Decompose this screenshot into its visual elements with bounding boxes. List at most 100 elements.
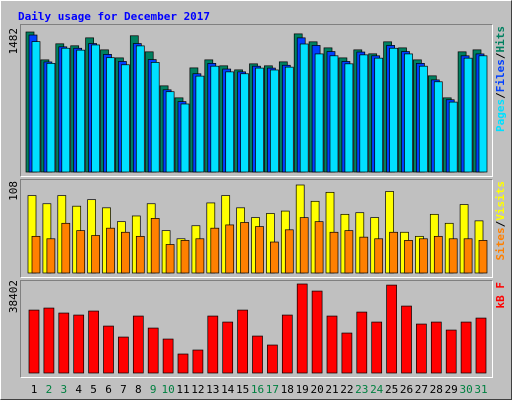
bar [46,63,56,173]
bar [162,338,174,374]
bar [284,66,294,173]
bar [341,332,353,374]
bar [61,222,71,274]
bar [43,307,55,374]
x-tick-label: 4 [75,383,82,396]
bar [150,62,160,173]
bar [430,321,442,374]
x-tick-label: 23 [355,383,368,396]
x-tick-label: 29 [445,383,458,396]
legend-separator: / [494,92,507,99]
x-tick-label: 7 [120,383,127,396]
x-tick-label: 28 [430,383,443,396]
bar [73,314,85,374]
bar [344,63,354,173]
bar [448,238,458,274]
bar [210,65,220,173]
bar [475,317,487,374]
bar [46,238,56,274]
bar [88,310,99,374]
legend: Sites/Visits [494,181,507,261]
bar [192,349,204,374]
bar [419,65,428,173]
bar [299,217,309,274]
bar [311,290,323,374]
x-tick-label: 1 [31,383,38,396]
bar [76,230,86,274]
bar [448,101,458,173]
bar [356,311,368,374]
y-tick-label: 38402 [7,280,20,313]
x-tick-label: 10 [161,383,174,396]
bar [61,47,71,173]
legend-entry: Sites [494,227,507,260]
bar [270,241,279,274]
x-tick-label: 12 [191,383,204,396]
x-tick-label: 16 [251,383,264,396]
bar [132,315,144,374]
x-tick-label: 25 [385,383,398,396]
bar [389,231,398,274]
x-tick-label: 3 [60,383,67,396]
legend-entry: kB F [494,282,507,309]
bar [359,236,369,274]
bar [31,41,41,173]
bar [463,57,473,173]
bar [135,45,145,173]
bar [344,230,354,274]
bar [240,222,249,274]
bar [314,221,324,274]
bar [222,321,234,374]
bar [180,103,190,173]
bar [386,284,397,374]
bar [177,353,189,374]
x-tick-label: 6 [105,383,112,396]
bar [299,43,309,173]
bar [147,327,159,374]
bar [314,53,324,173]
x-tick-label: 17 [266,383,279,396]
bar [359,54,369,173]
bar [106,57,115,173]
bar [240,73,249,173]
y-tick-label: 1482 [7,28,20,55]
bar [445,329,457,374]
bar [91,44,100,173]
x-tick-label: 18 [281,383,294,396]
legend-separator: / [494,52,507,59]
bar [416,323,427,374]
y-tick-label: 108 [7,181,20,201]
legend: Pages/Files/Hits [494,26,507,132]
bar [195,238,205,274]
bar [118,336,129,374]
legend-entry: Hits [494,26,507,53]
bar [103,325,114,374]
bar [326,315,338,374]
x-tick-label: 24 [370,383,384,396]
bar [255,67,264,173]
bar [135,235,145,274]
x-tick-label: 5 [90,383,97,396]
x-tick-label: 26 [400,383,413,396]
bar [150,218,160,274]
bar [58,312,70,374]
bar [31,235,41,274]
x-tick-label: 14 [221,383,235,396]
bar [225,224,235,274]
x-tick-label: 13 [206,383,219,396]
bar [463,238,473,274]
legend-entry: Visits [494,181,507,221]
bar [255,226,264,274]
legend-entry: Pages [494,99,507,132]
bar [195,75,205,173]
x-tick-label: 31 [474,383,487,396]
bar [237,309,248,374]
legend-separator: / [494,220,507,227]
bar [267,344,278,374]
x-tick-label: 30 [459,383,472,396]
bar [404,240,413,274]
bar [433,81,443,173]
x-tick-label: 20 [310,383,323,396]
bar [433,235,443,274]
bar [121,64,130,173]
